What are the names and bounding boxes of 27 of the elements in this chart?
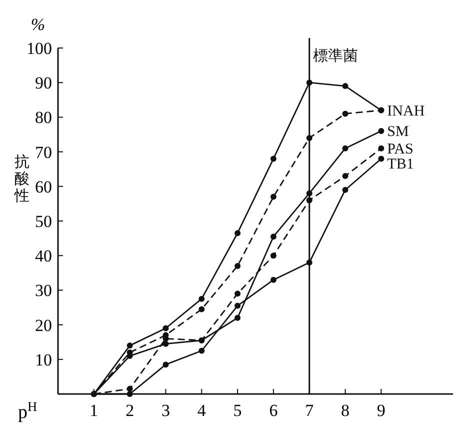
series-label: PAS — [387, 141, 414, 158]
x-tick-label: 3 — [161, 401, 170, 420]
x-tick-label: 4 — [197, 401, 206, 420]
y-tick-label: 80 — [35, 108, 52, 128]
y-tick-label: 10 — [35, 350, 52, 370]
x-tick-label: 5 — [233, 401, 242, 420]
x-tick-label: 8 — [341, 401, 350, 420]
y-tick-label: 90 — [35, 74, 52, 93]
y-tick-label: 100 — [26, 39, 52, 58]
y-tick-label: 30 — [35, 281, 52, 300]
x-tick-label: 2 — [126, 401, 134, 420]
text: % — [30, 15, 46, 34]
series-label: SM — [387, 124, 409, 140]
x-tick-label: 7 — [305, 401, 314, 420]
x-tick-label: 6 — [269, 401, 278, 420]
x-tick-label: 1 — [90, 401, 98, 420]
x-axis-title: p$^{H}$ — [18, 398, 38, 423]
y-tick-label: 40 — [35, 246, 52, 266]
x-tick-label: 9 — [376, 401, 386, 420]
y-tick-label: 50 — [35, 212, 52, 231]
y-tick-label: 20 — [35, 316, 52, 335]
series-label: 標準菌 — [312, 48, 358, 65]
y-tick-label: 60 — [35, 177, 52, 196]
series-label: TB1 — [387, 156, 414, 172]
y-axis-title: 抗酸性 — [14, 153, 30, 204]
series-label: INAH — [387, 103, 425, 120]
y-tick-label: 70 — [35, 142, 52, 162]
